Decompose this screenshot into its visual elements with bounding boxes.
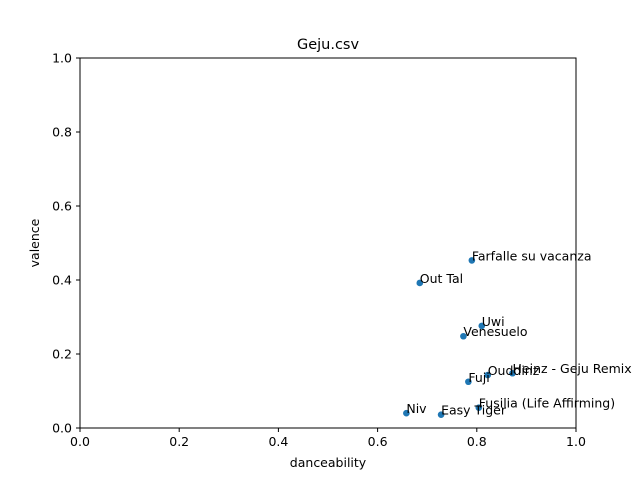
data-point <box>468 257 476 264</box>
x-tick-label: 0.4 <box>268 434 288 449</box>
chart-title: Geju.csv <box>297 37 360 53</box>
point-label: Venesuelo <box>463 324 527 339</box>
data-point <box>509 369 516 377</box>
x-tick-label: 0.0 <box>70 434 90 449</box>
data-point <box>403 409 410 417</box>
x-tick-label: 0.6 <box>368 434 388 449</box>
point-label: Heinz - Geju Remix <box>513 361 632 376</box>
x-tick-label: 0.8 <box>467 434 487 449</box>
point-label: Easy Tiger <box>441 403 507 418</box>
data-point <box>465 378 472 386</box>
point-label: Uwi <box>482 314 505 329</box>
x-axis-label: danceability <box>290 455 367 470</box>
point-label: Fuji <box>468 370 489 385</box>
x-tick-label: 0.2 <box>169 434 189 449</box>
y-tick-label: 0.8 <box>52 125 72 140</box>
point-label: Ouddinz <box>488 363 540 378</box>
point-label: Out Tal <box>420 271 463 286</box>
y-tick-label: 0.4 <box>52 273 72 288</box>
axis-ticks: 0.0 0.2 0.4 0.6 0.8 1.0 0.0 0.2 0.4 0.6 0.8 1.0 <box>52 51 586 450</box>
data-point <box>484 371 492 379</box>
y-tick-label: 0.2 <box>52 347 72 362</box>
x-tick-label: 1.0 <box>566 434 586 449</box>
point-label: Fusilia (Life Affirming) <box>479 396 615 411</box>
y-tick-label: 0.6 <box>52 199 72 214</box>
data-point <box>475 404 483 411</box>
y-tick-label: 0.0 <box>52 421 72 436</box>
y-tick-label: 1.0 <box>52 51 72 66</box>
data-point <box>416 279 424 287</box>
plot-frame <box>79 57 577 429</box>
point-label: Niv <box>406 401 427 416</box>
y-axis-label: valence <box>27 218 42 267</box>
data-point <box>460 332 467 340</box>
data-point <box>478 322 486 330</box>
data-point <box>437 411 445 418</box>
point-label: Farfalle su vacanza <box>472 248 592 263</box>
points-layer <box>403 257 516 418</box>
